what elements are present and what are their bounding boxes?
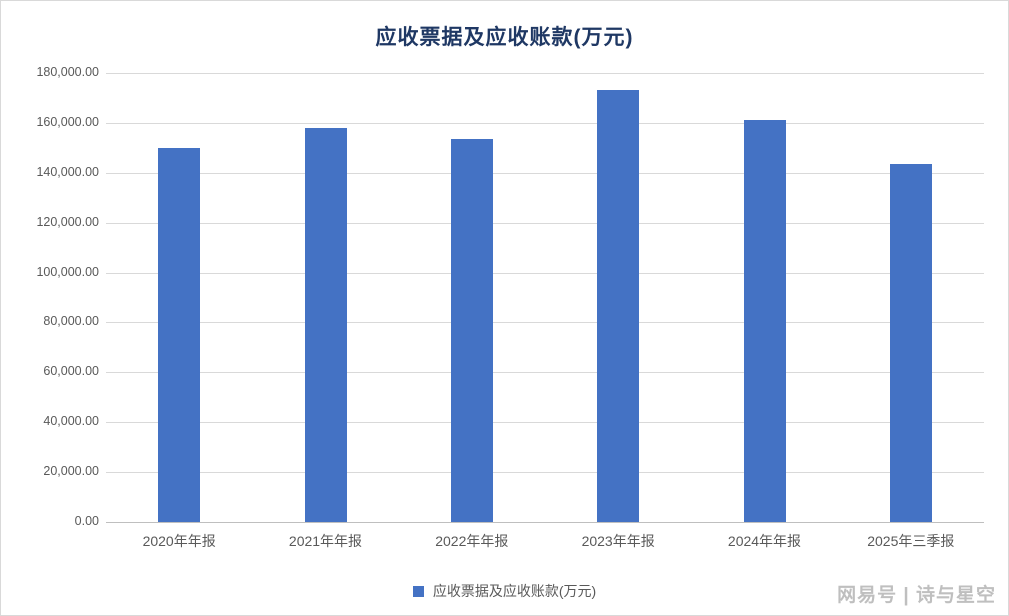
x-tick-label: 2021年年报 bbox=[288, 533, 363, 549]
legend: 应收票据及应收账款(万元) bbox=[1, 581, 1008, 601]
y-tick-label: 80,000.00 bbox=[43, 314, 99, 329]
bar bbox=[450, 139, 493, 522]
chart-title: 应收票据及应收账款(万元) bbox=[375, 26, 634, 49]
bar bbox=[597, 90, 640, 522]
y-tick-label: 160,000.00 bbox=[36, 114, 99, 129]
gridline bbox=[106, 73, 984, 74]
bar bbox=[889, 163, 932, 522]
y-tick-label: 180,000.00 bbox=[36, 65, 99, 79]
x-axis-line bbox=[106, 522, 984, 523]
y-tick-label: 0.00 bbox=[74, 514, 99, 528]
y-tick-label: 100,000.00 bbox=[36, 264, 99, 279]
x-tick-label: 2020年年报 bbox=[142, 533, 216, 549]
y-tick-label: 60,000.00 bbox=[43, 364, 99, 379]
bar bbox=[743, 120, 786, 522]
bar bbox=[304, 127, 347, 522]
gridline bbox=[106, 422, 984, 424]
y-tick-label: 20,000.00 bbox=[43, 464, 99, 479]
plot-area: 0.00 20,000.00 40,000.00 60,000.00 80,000.00… bbox=[36, 65, 984, 549]
gridline bbox=[106, 222, 984, 224]
gridline bbox=[106, 322, 984, 324]
x-tick-label: 2025年三季报 bbox=[867, 533, 955, 549]
x-tick-label: 2023年年报 bbox=[581, 533, 655, 549]
watermark: 网易号 | 诗与星空 bbox=[837, 585, 996, 606]
y-tick-label: 140,000.00 bbox=[36, 164, 99, 179]
gridline bbox=[106, 172, 984, 174]
gridline bbox=[106, 372, 984, 374]
x-tick-label: 2022年年报 bbox=[435, 533, 509, 549]
y-tick-label: 120,000.00 bbox=[36, 214, 99, 229]
bar bbox=[158, 147, 201, 522]
legend-label: 应收票据及应收账款(万元) bbox=[432, 583, 597, 599]
gridline bbox=[106, 272, 984, 274]
gridline bbox=[106, 472, 984, 474]
y-tick-label: 40,000.00 bbox=[43, 414, 99, 429]
legend-marker-icon bbox=[412, 585, 424, 597]
gridline bbox=[106, 122, 984, 124]
x-tick-label: 2024年年报 bbox=[727, 533, 802, 549]
